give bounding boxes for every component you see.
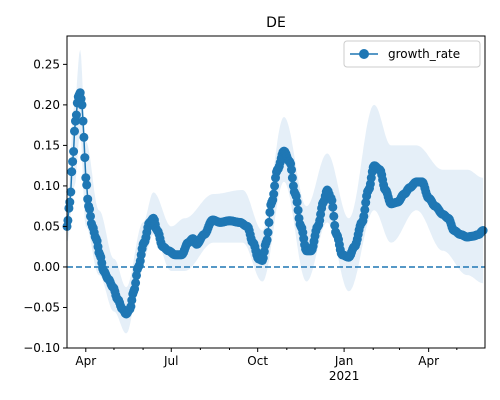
chart-title: DE [266,15,286,31]
legend-label: growth_rate [388,47,460,61]
data-point [68,157,78,167]
data-point [287,165,296,175]
data-point [328,202,338,212]
y-tick-label: 0.15 [33,138,60,152]
data-point [360,205,370,215]
data-point [270,181,280,191]
legend: growth_rate [343,40,481,68]
y-tick-label: 0.25 [33,57,60,71]
x-tick-year-label: 2021 [329,369,360,383]
data-point [80,153,90,163]
data-point [63,215,73,225]
plot-frame [66,35,486,349]
x-tick-label: Jul [163,354,178,368]
y-tick-label: −0.05 [23,300,60,314]
data-point [292,197,302,207]
y-tick-label: 0.05 [33,219,60,233]
data-point [269,189,279,199]
data-point [66,187,76,197]
y-tick-label: −0.10 [23,341,60,355]
data-point [131,278,141,288]
x-tick-label: Oct [247,354,268,368]
data-point [327,196,337,205]
data-point [263,228,273,237]
x-tick-label: Jan [334,354,354,368]
data-point [69,147,79,156]
data-point [67,167,77,177]
data-point [70,126,79,136]
data-point [329,211,339,221]
x-tick-label: Apr [418,354,439,368]
legend-box [343,40,481,68]
data-point [78,116,88,126]
data-point [262,235,272,245]
data-point [65,197,75,207]
data-point [330,220,340,230]
data-point [265,207,275,217]
y-tick-label: 0.20 [33,98,60,112]
data-point [293,205,303,215]
y-axis: −0.10 −0.05 0.00 0.05 0.10 0.15 0.20 0.25 [23,57,67,355]
series-marker-layer [62,88,488,319]
y-tick-label: 0.00 [33,260,60,274]
x-tick-label: Apr [75,354,96,368]
data-point [287,173,297,183]
data-point [79,132,89,142]
data-point [82,180,92,190]
legend-marker-swatch [359,49,369,59]
data-point [77,100,87,110]
data-point [86,211,95,221]
data-point [85,204,94,214]
data-point [71,110,81,120]
data-point [81,173,91,183]
y-tick-label: 0.10 [33,179,60,193]
data-point [83,194,93,204]
data-point [478,226,488,235]
data-point [264,217,274,227]
